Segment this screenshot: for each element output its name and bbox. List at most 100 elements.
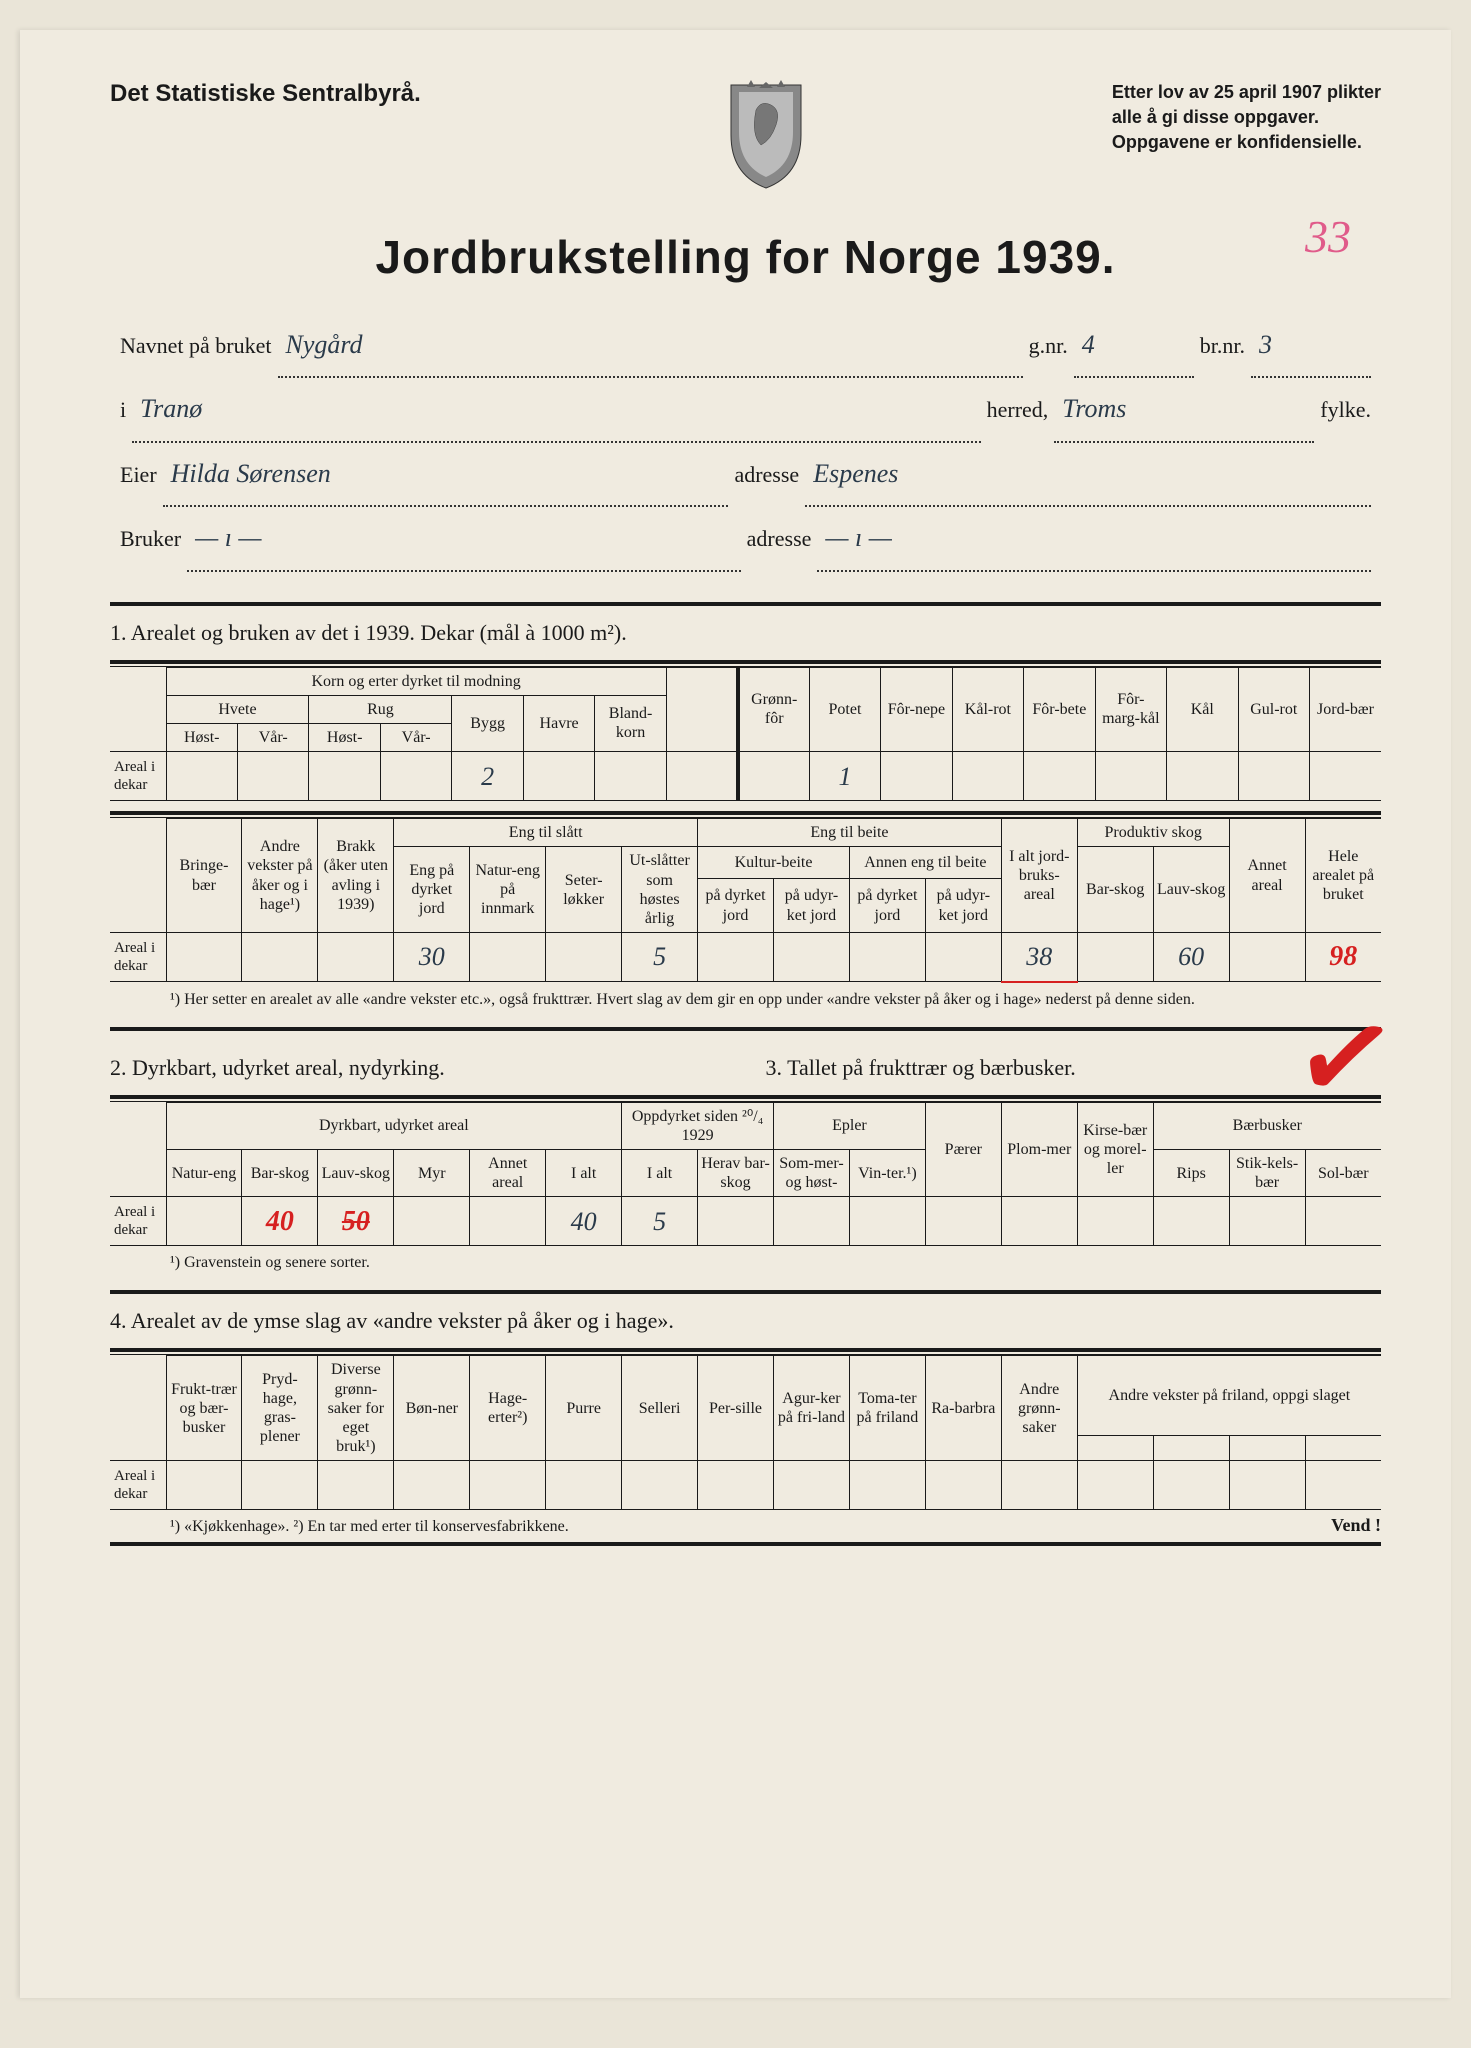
th: Bland-korn — [595, 695, 666, 751]
owner-address-value: Espenes — [805, 443, 1371, 507]
th: Høst- — [309, 723, 380, 751]
th: Bygg — [452, 695, 523, 751]
th: Annet areal — [470, 1149, 546, 1196]
th: I alt — [546, 1149, 622, 1196]
th: Vår- — [380, 723, 451, 751]
th: Som-mer-og høst- — [774, 1149, 850, 1196]
th: Bøn-ner — [394, 1356, 470, 1461]
th: Seter-løkker — [546, 847, 622, 933]
table-section4: Frukt-trær og bær-busker Pryd-hage, gras… — [110, 1355, 1381, 1510]
th: på dyrket jord — [698, 879, 774, 933]
th: Purre — [546, 1356, 622, 1461]
th: Vin-ter.¹) — [849, 1149, 925, 1196]
herred-value: Tranø — [132, 378, 980, 442]
section1-footnote: ¹) Her setter en arealet av alle «andre … — [170, 991, 1381, 1009]
field-label: br.nr. — [1200, 320, 1245, 373]
cell-potet: 1 — [809, 752, 880, 801]
agency-name: Det Statistiske Sentralbyrå. — [110, 80, 421, 108]
field-label: fylke. — [1320, 384, 1371, 437]
th: Annet areal — [1229, 819, 1305, 933]
th: Bringe-bær — [166, 819, 242, 933]
th: Natur-eng — [166, 1149, 242, 1196]
gnr-value: 4 — [1074, 314, 1194, 378]
th: Epler — [774, 1102, 926, 1149]
th: Herav bar-skog — [698, 1149, 774, 1196]
section4-footnote: ¹) «Kjøkkenhage». ²) En tar med erter ti… — [170, 1518, 569, 1536]
cell-hele-areal: 98 — [1305, 933, 1381, 982]
legal-line: Etter lov av 25 april 1907 plikter — [1112, 80, 1381, 105]
coat-of-arms-icon — [721, 80, 811, 190]
th: Lauv-skog — [1153, 847, 1229, 933]
cell-ialt: 40 — [546, 1197, 622, 1246]
table-section1b: Bringe-bær Andre vekster på åker og i ha… — [110, 818, 1381, 982]
field-label: Bruker — [120, 513, 181, 566]
th: Stik-kels-bær — [1229, 1149, 1305, 1196]
th: Toma-ter på friland — [849, 1356, 925, 1461]
row-label: Areal i dekar — [110, 1461, 166, 1510]
th: Plom-mer — [1001, 1102, 1077, 1197]
th: Sol-bær — [1305, 1149, 1381, 1196]
th: Diverse grønn-saker for eget bruk¹) — [318, 1356, 394, 1461]
farm-name-value: Nygård — [278, 314, 1023, 378]
th: Natur-eng på innmark — [470, 847, 546, 933]
section2-footnote: ¹) Gravenstein og senere sorter. — [170, 1254, 1381, 1272]
th: Lauv-skog — [318, 1149, 394, 1196]
th: Gul-rot — [1238, 667, 1309, 752]
th: Jord-bær — [1310, 667, 1382, 752]
section3-title: 3. Tallet på frukttrær og bærbusker. — [766, 1055, 1382, 1081]
th: Bar-skog — [1077, 847, 1153, 933]
page-title: Jordbrukstelling for Norge 1939. — [110, 230, 1381, 284]
th: Rug — [309, 695, 452, 723]
th: Hvete — [166, 695, 309, 723]
field-label: i — [120, 384, 126, 437]
th: Agur-ker på fri-land — [774, 1356, 850, 1461]
th: Myr — [394, 1149, 470, 1196]
table-section1a: Korn og erter dyrket til modning Grønn-f… — [110, 667, 1381, 802]
th: Eng til beite — [698, 819, 1002, 847]
section4-title: 4. Arealet av de ymse slag av «andre vek… — [110, 1308, 1381, 1334]
th: Pærer — [925, 1102, 1001, 1197]
th: Pryd-hage, gras-plener — [242, 1356, 318, 1461]
field-label: adresse — [734, 449, 799, 502]
table-section2-3: Dyrkbart, udyrket areal Oppdyrket siden … — [110, 1102, 1381, 1247]
field-label: Eier — [120, 449, 157, 502]
th: Kirse-bær og morel-ler — [1077, 1102, 1153, 1197]
cell-barskog: 40 — [242, 1197, 318, 1246]
row-label: Areal i dekar — [110, 933, 166, 982]
section2-title: 2. Dyrkbart, udyrket areal, nydyrking. — [110, 1055, 726, 1081]
th: Ut-slåtter som høstes årlig — [622, 847, 698, 933]
th: Frukt-trær og bær-busker — [166, 1356, 242, 1461]
th: Ra-barbra — [925, 1356, 1001, 1461]
field-label: adresse — [747, 513, 812, 566]
th: på udyr-ket jord — [925, 879, 1001, 933]
th: på dyrket jord — [849, 879, 925, 933]
th: Oppdyrket siden ²⁰/₄ 1929 — [622, 1102, 774, 1149]
user-address-value: — ı — — [817, 507, 1371, 571]
th: Høst- — [166, 723, 237, 751]
th: Produktiv skog — [1077, 819, 1229, 847]
th: Hele arealet på bruket — [1305, 819, 1381, 933]
cell-oppdyrket-ialt: 5 — [622, 1197, 698, 1246]
page-number-annotation: 33 — [1305, 210, 1351, 263]
turn-page-label: Vend ! — [1331, 1515, 1381, 1536]
field-label: g.nr. — [1029, 320, 1068, 373]
th: Brakk (åker uten avling i 1939) — [318, 819, 394, 933]
th: Fôr-marg-kål — [1095, 667, 1166, 752]
legal-line: alle å gi disse oppgaver. — [1112, 105, 1381, 130]
legal-text: Etter lov av 25 april 1907 plikter alle … — [1112, 80, 1381, 156]
th: Andre grønn-saker — [1001, 1356, 1077, 1461]
red-checkmark-icon: ✓ — [1284, 981, 1407, 1135]
cell-lauvskog-struck: 50 — [318, 1197, 394, 1246]
section1-title: 1. Arealet og bruken av det i 1939. Deka… — [110, 620, 1381, 646]
cell-ialt-jord: 38 — [1001, 933, 1077, 982]
th: Havre — [523, 695, 594, 751]
th: Annen eng til beite — [849, 847, 1001, 879]
fylke-value: Troms — [1054, 378, 1314, 442]
th: på udyr-ket jord — [774, 879, 850, 933]
th: Bar-skog — [242, 1149, 318, 1196]
owner-value: Hilda Sørensen — [163, 443, 729, 507]
th: Fôr-bete — [1024, 667, 1095, 752]
th: I alt — [622, 1149, 698, 1196]
legal-line: Oppgavene er konfidensielle. — [1112, 130, 1381, 155]
cell-utslatter: 5 — [622, 933, 698, 982]
